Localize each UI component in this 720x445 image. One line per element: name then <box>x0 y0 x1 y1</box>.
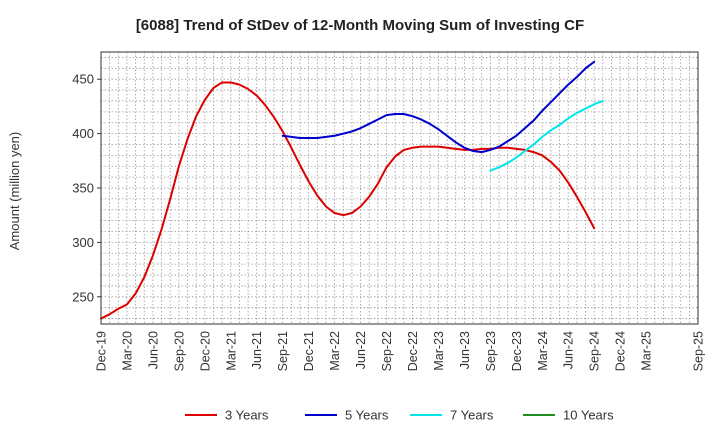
x-tick-label: Sep-22 <box>380 331 394 371</box>
x-tick-label: Sep-21 <box>276 331 290 371</box>
x-tick-label: Jun-21 <box>250 331 264 369</box>
y-tick-labels: 250 300 350 400 450 <box>72 72 101 304</box>
x-tick-label: Dec-23 <box>510 331 524 371</box>
grid-lines <box>101 52 698 324</box>
x-tick-label: Dec-20 <box>198 331 212 371</box>
x-tick-label: Mar-23 <box>432 331 446 371</box>
x-tick-label: Sep-24 <box>588 331 602 371</box>
x-tick-label: Jun-20 <box>146 331 160 369</box>
series-lines <box>100 60 604 320</box>
y-axis-label: Amount (million yen) <box>7 132 22 251</box>
y-tick-label: 350 <box>72 181 94 196</box>
x-tick-label: Mar-20 <box>120 331 134 371</box>
x-tick-label: Sep-20 <box>172 331 186 371</box>
y-tick-label: 300 <box>72 235 94 250</box>
x-tick-label: Dec-24 <box>614 331 628 371</box>
x-tick-label: Dec-19 <box>95 331 109 371</box>
x-tick-label: Jun-22 <box>354 331 368 369</box>
x-tick-label: Jun-23 <box>458 331 472 369</box>
x-tick-labels: Dec-19 Mar-20 Jun-20 Sep-20 Dec-20 Mar-21 Jun-… <box>95 331 706 371</box>
chart-title: [6088] Trend of StDev of 12-Month Moving… <box>136 17 584 34</box>
legend: 3 Years 5 Years 7 Years 10 Years <box>185 408 614 423</box>
x-tick-label: Mar-24 <box>536 331 550 371</box>
series-line-2 <box>281 60 596 154</box>
series-line-1 <box>100 81 596 320</box>
x-tick-label: Dec-21 <box>302 331 316 371</box>
x-tick-label: Mar-22 <box>328 331 342 371</box>
series-line-3 <box>489 99 604 172</box>
legend-label: 7 Years <box>450 408 494 423</box>
x-tick-label: Jun-24 <box>562 331 576 369</box>
y-tick-label: 450 <box>72 72 94 87</box>
x-tick-label: Mar-25 <box>640 331 654 371</box>
x-tick-label: Mar-21 <box>224 331 238 371</box>
x-tick-label: Sep-23 <box>484 331 498 371</box>
y-tick-label: 400 <box>72 126 94 141</box>
x-tick-label: Dec-22 <box>406 331 420 371</box>
legend-label: 10 Years <box>563 408 614 423</box>
y-tick-label: 250 <box>72 289 94 304</box>
legend-label: 5 Years <box>345 408 389 423</box>
legend-label: 3 Years <box>225 408 269 423</box>
x-tick-label: Sep-25 <box>692 331 706 371</box>
